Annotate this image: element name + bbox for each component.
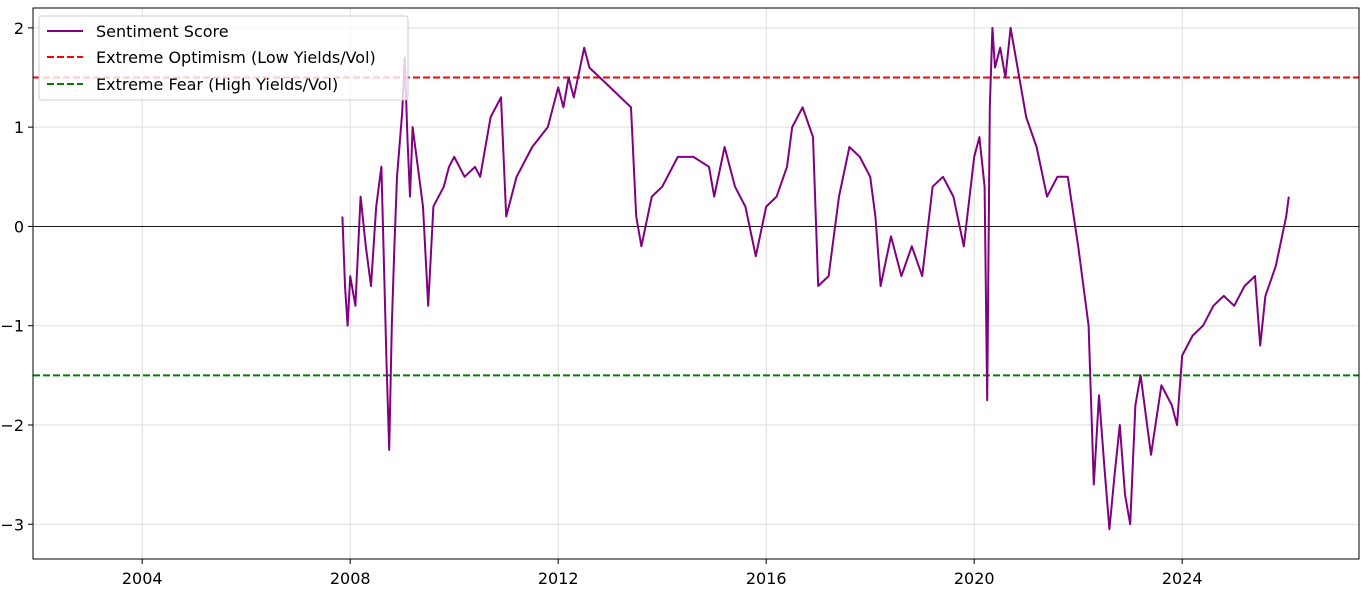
y-tick-label: −3 [0,515,24,534]
axis-ticks: 2004 2008 2012 2016 2020 2024 −3 −2 −1 0 1 2 [0,19,1202,588]
series-layer [341,26,1290,531]
y-tick-label: 2 [14,19,24,38]
legend-label-optimism: Extreme Optimism (Low Yields/Vol) [96,48,376,67]
plot-frame [32,7,1360,560]
x-tick-label: 2024 [1162,569,1203,588]
x-tick-label: 2016 [746,569,787,588]
x-tick-label: 2020 [954,569,995,588]
x-tick-label: 2008 [330,569,371,588]
y-tick-label: −2 [0,416,24,435]
y-tick-label: 0 [14,217,24,236]
y-tick-label: −1 [0,317,24,336]
legend: Sentiment Score Extreme Optimism (Low Yi… [38,15,409,101]
legend-box [38,15,409,101]
legend-label-fear: Extreme Fear (High Yields/Vol) [96,75,338,94]
x-tick-label: 2012 [538,569,579,588]
series-line-sentiment [341,26,1290,531]
y-tick-label: 1 [14,118,24,137]
x-tick-label: 2004 [122,569,163,588]
legend-label-sentiment: Sentiment Score [96,22,229,41]
